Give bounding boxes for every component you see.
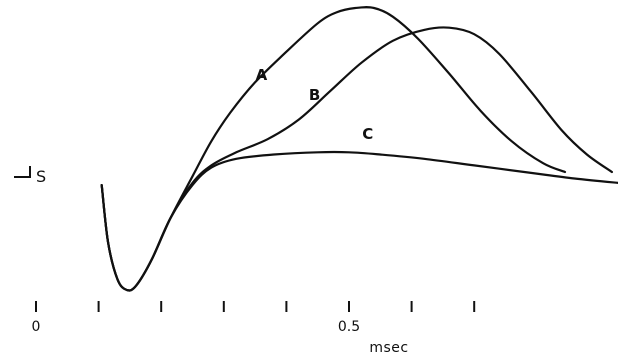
scale-bar-label: S	[36, 167, 46, 186]
scale-bar-mark	[14, 166, 31, 178]
x-axis-tick-labels: 0 0.5	[32, 319, 361, 335]
curves	[100, 6, 618, 292]
curve-labels: A B C	[256, 66, 374, 143]
curve-c	[100, 150, 618, 292]
x-axis-label: msec	[369, 340, 408, 356]
x-tick-label-0: 0	[32, 319, 41, 335]
x-tick-label-1: 0.5	[338, 319, 360, 335]
curve-label-b: B	[309, 86, 320, 104]
curve-label-c: C	[362, 125, 373, 143]
curve-label-a: A	[256, 66, 268, 84]
x-axis-ticks	[35, 301, 476, 312]
scale-bar: S	[14, 166, 46, 186]
